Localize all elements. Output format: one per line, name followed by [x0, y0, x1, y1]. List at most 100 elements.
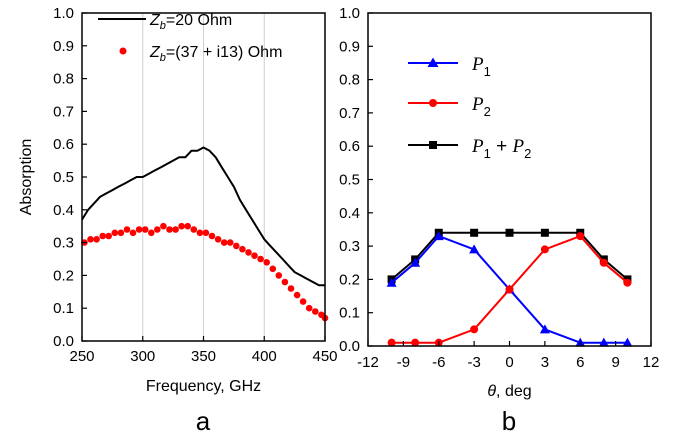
b-legend-label-p2: P2: [471, 94, 491, 119]
a-y-tick-label: 0.4: [53, 202, 74, 219]
a-point-zb37: [269, 265, 277, 273]
a-legend-dot-swatch: [119, 47, 127, 55]
b-point-p2: [387, 338, 396, 347]
b-x-tick-label: -3: [467, 354, 480, 371]
b-point-p1: [469, 244, 480, 254]
b-y-tick-label: 0.8: [339, 72, 360, 89]
b-y-tick-label: 0.3: [339, 238, 360, 255]
panel-b: -12 -9 -6 -3 0 3 6 9 12 0.0 0.1 0.2 0.3 0.4 0.5 0.6 0.7 0…: [339, 5, 659, 436]
b-x-tick-label: 3: [541, 354, 549, 371]
a-x-tick-label: 300: [130, 348, 155, 365]
a-point-zb37: [239, 245, 246, 253]
a-y-tick-label: 0.9: [53, 38, 74, 55]
b-point-p1: [539, 324, 550, 334]
a-y-axis-title: Absorption: [18, 139, 35, 216]
a-series: [81, 146, 329, 322]
a-ticks: 250 300 350 400 450 0.0 0.1 0.2 0.3 0.4 0.5 0.6 0.7 0…: [53, 5, 337, 365]
panel-label-a: a: [196, 406, 211, 436]
b-y-tick-label: 0.1: [339, 305, 360, 322]
a-x-tick-label: 400: [252, 348, 277, 365]
b-point-p2: [576, 232, 585, 241]
b-point-sum: [505, 228, 514, 237]
a-point-zb37: [129, 229, 137, 237]
a-x-tick-label: 450: [312, 348, 337, 365]
a-point-zb37: [220, 239, 228, 246]
a-point-zb37: [190, 226, 198, 233]
a-point-zb37: [299, 298, 307, 305]
b-point-p2: [411, 338, 420, 347]
b-y-tick-label: 0.2: [339, 271, 360, 288]
a-legend-label-1: Zb=20 Ohm: [149, 12, 232, 32]
b-x-tick-label: -12: [357, 354, 379, 371]
b-point-p1: [622, 337, 633, 347]
a-legend-label-2: Zb=(37 + i13) Ohm: [149, 44, 282, 64]
a-x-tick-label: 250: [69, 348, 94, 365]
a-series-line-zb20: [81, 146, 325, 287]
a-point-zb37: [251, 252, 258, 259]
b-point-sum: [540, 228, 549, 237]
a-y-tick-label: 0.8: [53, 71, 74, 88]
a-point-zb37: [293, 291, 301, 299]
a-point-zb37: [178, 222, 185, 230]
a-x-axis-title: Frequency, GHz: [146, 378, 261, 395]
a-point-zb37: [87, 236, 94, 243]
b-x-tick-label: 9: [611, 354, 619, 371]
b-x-tick-label: 0: [505, 354, 513, 371]
b-point-p1: [386, 277, 397, 287]
b-x-tick-label: -9: [397, 354, 410, 371]
a-point-zb37: [184, 222, 191, 230]
a-point-zb37: [305, 304, 313, 312]
a-point-zb37: [105, 232, 112, 240]
a-point-zb37: [312, 308, 319, 315]
a-point-zb37: [141, 226, 149, 233]
b-ticks: -12 -9 -6 -3 0 3 6 9 12 0.0 0.1 0.2 0.3 0.4 0.5 0.6 0.7 0…: [339, 5, 659, 371]
b-y-tick-label: 1.0: [339, 5, 360, 22]
b-point-p2: [505, 285, 514, 294]
b-y-tick-label: 0.5: [339, 172, 360, 189]
b-point-sum: [470, 228, 479, 237]
a-point-zb37: [135, 226, 143, 233]
b-legend-label-p1: P1: [471, 54, 491, 79]
panel-a: 250 300 350 400 450 0.0 0.1 0.2 0.3 0.4 0.5 0.6 0.7 0…: [18, 5, 338, 436]
b-point-p1: [598, 337, 609, 347]
b-x-tick-label: -6: [432, 354, 445, 371]
b-point-p2: [599, 258, 608, 267]
a-y-tick-label: 1.0: [53, 5, 74, 22]
b-legend-swatch-p1-triangle: [427, 57, 439, 67]
a-point-zb37: [123, 226, 131, 233]
b-y-tick-label: 0.6: [339, 138, 360, 155]
a-point-zb37: [93, 236, 100, 243]
a-point-zb37: [275, 272, 283, 279]
a-point-zb37: [226, 239, 234, 246]
a-y-tick-label: 0.1: [53, 300, 74, 317]
a-point-zb37: [257, 255, 264, 263]
a-y-tick-label: 0.6: [53, 136, 74, 153]
b-legend-swatch-p2-circle: [429, 99, 437, 107]
b-x-tick-label: 6: [576, 354, 584, 371]
panel-label-b: b: [502, 406, 516, 436]
b-y-tick-label: 0.4: [339, 205, 360, 222]
a-point-zb37: [111, 229, 119, 237]
a-x-tick-label: 350: [191, 348, 216, 365]
b-point-p1: [410, 257, 421, 267]
b-x-tick-label: 12: [643, 354, 660, 371]
a-point-zb37: [287, 285, 295, 292]
a-point-zb37: [245, 249, 252, 256]
a-y-tick-label: 0.5: [53, 169, 74, 186]
b-legend: P1 P2 P1 + P2: [408, 54, 531, 161]
a-point-zb37: [214, 236, 222, 243]
a-point-zb37: [263, 259, 271, 266]
a-point-zb37: [172, 226, 179, 233]
b-point-p2: [623, 278, 632, 287]
a-point-zb37: [166, 226, 173, 233]
b-legend-label-sum: P1 + P2: [471, 136, 531, 161]
a-point-zb37: [233, 242, 240, 250]
a-point-zb37: [99, 232, 106, 240]
b-x-axis-title: θ, deg: [487, 383, 531, 400]
a-legend: Zb=20 Ohm Zb=(37 + i13) Ohm: [98, 12, 282, 64]
a-point-zb37: [196, 229, 204, 237]
a-point-zb37: [208, 232, 216, 240]
b-series: [386, 228, 633, 347]
a-point-zb37: [148, 229, 155, 237]
